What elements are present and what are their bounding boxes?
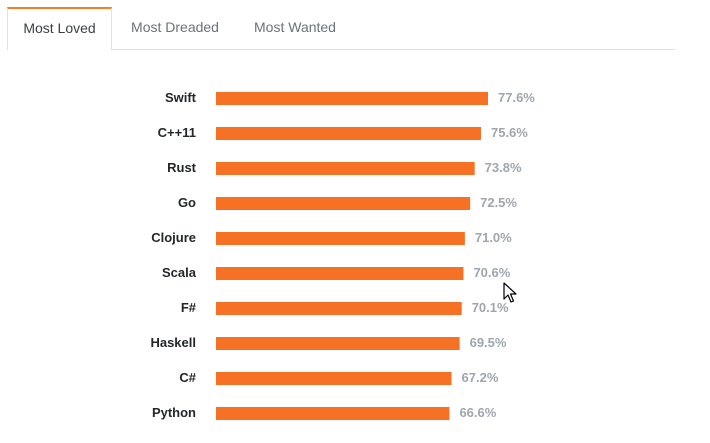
category-label: Go bbox=[178, 195, 196, 210]
tab-most-wanted[interactable]: Most Wanted bbox=[254, 19, 336, 35]
value-label: 70.6% bbox=[473, 265, 510, 280]
category-label: C# bbox=[179, 370, 196, 385]
value-label: 75.6% bbox=[491, 125, 528, 140]
bar bbox=[216, 127, 481, 140]
mouse-cursor-icon bbox=[503, 282, 517, 303]
bar bbox=[216, 162, 475, 175]
bar bbox=[216, 232, 465, 245]
category-label: Swift bbox=[165, 90, 197, 105]
value-label: 77.6% bbox=[498, 90, 535, 105]
bar bbox=[216, 372, 452, 385]
value-label: 73.8% bbox=[485, 160, 522, 175]
category-label: Haskell bbox=[150, 335, 196, 350]
value-label: 71.0% bbox=[475, 230, 512, 245]
bar bbox=[216, 407, 450, 420]
value-label: 70.1% bbox=[472, 300, 509, 315]
bar bbox=[216, 92, 488, 105]
tab-most-loved[interactable]: Most Loved bbox=[7, 7, 112, 50]
tab-most-dreaded[interactable]: Most Dreaded bbox=[131, 19, 219, 35]
value-label: 69.5% bbox=[470, 335, 507, 350]
value-label: 67.2% bbox=[462, 370, 499, 385]
bar bbox=[216, 302, 462, 315]
category-label: Python bbox=[152, 405, 196, 420]
category-label: Rust bbox=[167, 160, 197, 175]
bar bbox=[216, 197, 471, 210]
bar bbox=[216, 267, 464, 280]
category-label: Clojure bbox=[151, 230, 196, 245]
value-label: 72.5% bbox=[480, 195, 517, 210]
category-label: Scala bbox=[162, 265, 197, 280]
value-label: 66.6% bbox=[459, 405, 496, 420]
category-label: F# bbox=[181, 300, 197, 315]
bar bbox=[216, 337, 460, 350]
category-label: C++11 bbox=[158, 125, 196, 140]
tab-bar: Most Loved Most Dreaded Most Wanted bbox=[7, 7, 675, 50]
